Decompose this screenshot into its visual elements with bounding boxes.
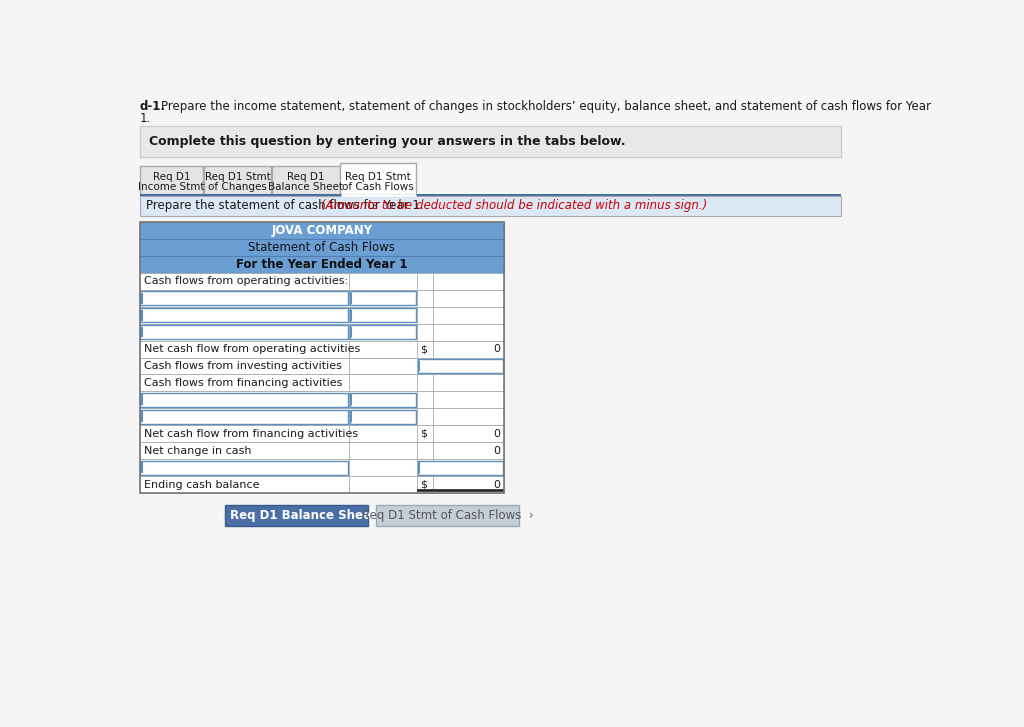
Text: d-1.: d-1. bbox=[139, 100, 166, 113]
Text: Req D1 Stmt of Cash Flows  ›: Req D1 Stmt of Cash Flows › bbox=[361, 509, 534, 522]
Bar bbox=[139, 273, 504, 290]
Bar bbox=[139, 391, 504, 409]
Text: Net cash flow from financing activities: Net cash flow from financing activities bbox=[143, 429, 357, 438]
Bar bbox=[376, 505, 519, 526]
Bar bbox=[418, 359, 503, 373]
Bar bbox=[139, 307, 504, 324]
Bar bbox=[140, 292, 348, 305]
Text: JOVA COMPANY: JOVA COMPANY bbox=[271, 224, 373, 237]
Bar bbox=[140, 325, 348, 339]
Bar bbox=[140, 393, 348, 407]
Text: Balance Sheet: Balance Sheet bbox=[268, 182, 343, 192]
Text: Prepare the statement of cash flows for Year 1.: Prepare the statement of cash flows for … bbox=[145, 199, 427, 212]
Bar bbox=[204, 166, 271, 195]
Bar bbox=[340, 163, 417, 195]
Text: Net cash flow from operating activities: Net cash flow from operating activities bbox=[143, 344, 359, 354]
Text: Prepare the income statement, statement of changes in stockholders’ equity, bala: Prepare the income statement, statement … bbox=[161, 100, 931, 113]
Text: Req D1 Stmt: Req D1 Stmt bbox=[345, 172, 412, 182]
Bar bbox=[418, 461, 503, 475]
Text: 0: 0 bbox=[493, 446, 500, 456]
Bar bbox=[140, 410, 348, 424]
Bar bbox=[139, 374, 504, 391]
Text: $: $ bbox=[420, 344, 427, 354]
Bar bbox=[139, 459, 504, 476]
Text: Complete this question by entering your answers in the tabs below.: Complete this question by entering your … bbox=[148, 134, 626, 148]
Bar bbox=[139, 442, 504, 459]
Bar bbox=[140, 308, 348, 322]
Text: 1.: 1. bbox=[139, 112, 151, 125]
Bar bbox=[225, 505, 369, 526]
Bar bbox=[349, 308, 417, 322]
Text: 0: 0 bbox=[493, 344, 500, 354]
Bar bbox=[139, 196, 841, 216]
Text: Ending cash balance: Ending cash balance bbox=[143, 480, 259, 489]
Text: $: $ bbox=[420, 480, 427, 489]
Bar bbox=[139, 166, 203, 195]
Text: Cash flows from financing activities: Cash flows from financing activities bbox=[143, 378, 342, 388]
Bar bbox=[139, 476, 504, 493]
Text: ‹  Req D1 Balance Sheet: ‹ Req D1 Balance Sheet bbox=[217, 509, 377, 522]
Text: Income Stmt: Income Stmt bbox=[138, 182, 205, 192]
Bar bbox=[139, 358, 504, 374]
Bar bbox=[139, 409, 504, 425]
Bar bbox=[139, 425, 504, 442]
Text: $: $ bbox=[420, 429, 427, 438]
Bar bbox=[349, 393, 417, 407]
Bar bbox=[139, 290, 504, 307]
Text: of Cash Flows: of Cash Flows bbox=[342, 182, 414, 192]
Text: Req D1: Req D1 bbox=[287, 172, 325, 182]
Text: 0: 0 bbox=[493, 480, 500, 489]
Text: Cash flows from operating activities:: Cash flows from operating activities: bbox=[143, 276, 347, 286]
Bar bbox=[140, 461, 348, 475]
Bar bbox=[349, 292, 417, 305]
Bar bbox=[139, 222, 504, 239]
Text: Statement of Cash Flows: Statement of Cash Flows bbox=[248, 241, 395, 254]
Text: Req D1 Stmt: Req D1 Stmt bbox=[205, 172, 270, 182]
Text: For the Year Ended Year 1: For the Year Ended Year 1 bbox=[236, 258, 408, 271]
Text: Req D1: Req D1 bbox=[153, 172, 190, 182]
Bar bbox=[139, 239, 504, 256]
Text: of Changes: of Changes bbox=[208, 182, 267, 192]
Bar bbox=[139, 222, 504, 493]
Bar bbox=[349, 325, 417, 339]
Bar bbox=[139, 324, 504, 340]
Text: (Amounts to be deducted should be indicated with a minus sign.): (Amounts to be deducted should be indica… bbox=[322, 199, 708, 212]
Text: Net change in cash: Net change in cash bbox=[143, 446, 251, 456]
Text: Cash flows from investing activities: Cash flows from investing activities bbox=[143, 361, 341, 371]
Bar bbox=[139, 340, 504, 358]
Bar bbox=[139, 256, 504, 273]
Text: 0: 0 bbox=[493, 429, 500, 438]
Bar bbox=[139, 126, 841, 156]
Bar bbox=[349, 410, 417, 424]
Bar bbox=[272, 166, 340, 195]
